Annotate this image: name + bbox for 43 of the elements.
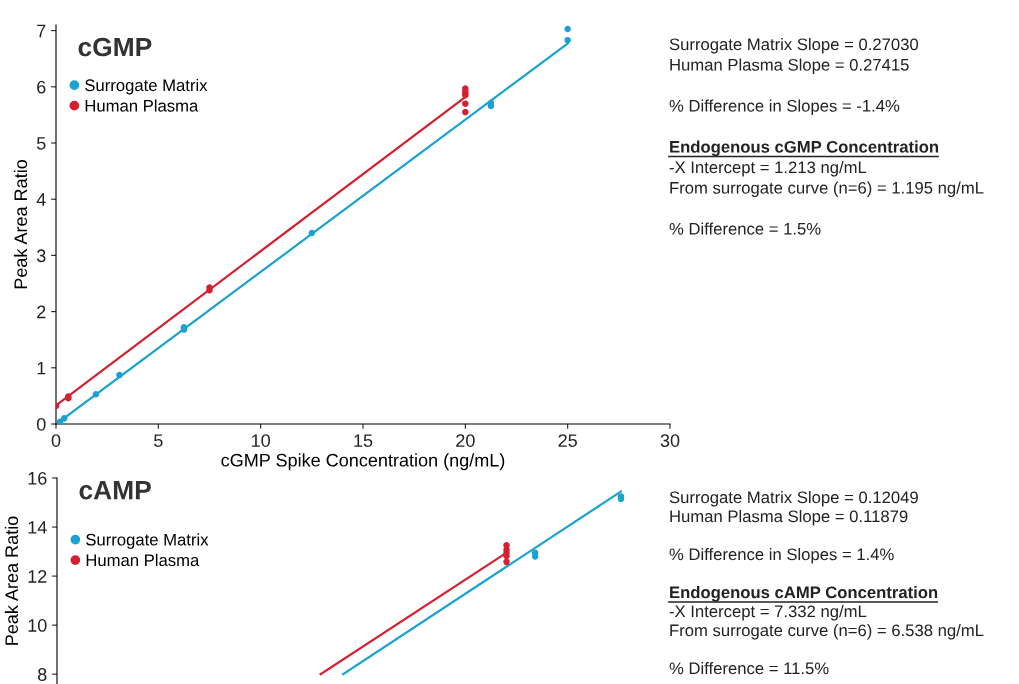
chart-title: cAMP bbox=[79, 481, 151, 500]
x-tick-label: 30 bbox=[660, 434, 680, 447]
text: Endogenous cAMP Concentration bbox=[670, 586, 938, 602]
text: From surrogate curve (n=6) = 1.195 ng/mL bbox=[670, 181, 984, 198]
y-tick-label: 8 bbox=[38, 668, 47, 681]
y-tick-label: 10 bbox=[28, 619, 47, 632]
legend-label: Human Plasma bbox=[86, 553, 200, 567]
x-tick-label: 5 bbox=[154, 434, 163, 447]
annotation: % Difference in Slopes = 1.4% bbox=[669, 548, 894, 564]
y-tick-label: 3 bbox=[36, 249, 46, 263]
y-tick-label: 0 bbox=[36, 417, 46, 431]
annotation: % Difference = 11.5% bbox=[669, 662, 829, 675]
y-tick-label: 5 bbox=[36, 137, 46, 150]
x-tick-label: 10 bbox=[252, 434, 270, 447]
y-axis-title: Peak Area Ratio bbox=[13, 160, 28, 289]
y-tick-label: 14 bbox=[28, 521, 47, 534]
annotation: Surrogate Matrix Slope = 0.27030 bbox=[669, 38, 919, 54]
y-tick-label: 16 bbox=[28, 471, 47, 485]
x-tick-label: 20 bbox=[456, 434, 475, 447]
legend-label: Surrogate Matrix bbox=[85, 78, 208, 95]
text: Human Plasma Slope = 0.27415 bbox=[670, 58, 909, 75]
x-tick-label: 25 bbox=[558, 434, 577, 447]
chart-title: cGMP bbox=[78, 37, 152, 57]
annotation: Surrogate Matrix Slope = 0.12049 bbox=[669, 491, 918, 507]
y-tick-label: 1 bbox=[37, 361, 46, 375]
legend-label: Human Plasma bbox=[85, 99, 199, 112]
annotation: % Difference in Slopes = -1.4% bbox=[669, 99, 900, 116]
y-tick-label: 12 bbox=[28, 570, 47, 583]
x-axis-title: cGMP Spike Concentration (ng/mL) bbox=[221, 453, 505, 471]
text: Human Plasma Slope = 0.11879 bbox=[670, 510, 908, 526]
text: From surrogate curve (n=6) = 6.538 ng/mL bbox=[670, 624, 984, 640]
text: Endogenous cGMP Concentration bbox=[670, 140, 939, 157]
y-tick-label: 2 bbox=[37, 305, 46, 319]
y-axis-title: Peak Area Ratio bbox=[4, 516, 19, 645]
annotation: % Difference = 1.5% bbox=[669, 222, 821, 235]
x-tick-label: 15 bbox=[354, 434, 373, 447]
y-tick-label: 4 bbox=[36, 193, 46, 206]
legend-label: Surrogate Matrix bbox=[86, 533, 209, 549]
annotation: -X Intercept = 1.213 ng/mL bbox=[669, 161, 867, 177]
x-tick-label: 0 bbox=[51, 434, 61, 447]
y-tick-label: 7 bbox=[37, 24, 46, 38]
y-tick-label: 6 bbox=[37, 80, 46, 94]
annotation: -X Intercept = 7.332 ng/mL bbox=[669, 605, 867, 621]
